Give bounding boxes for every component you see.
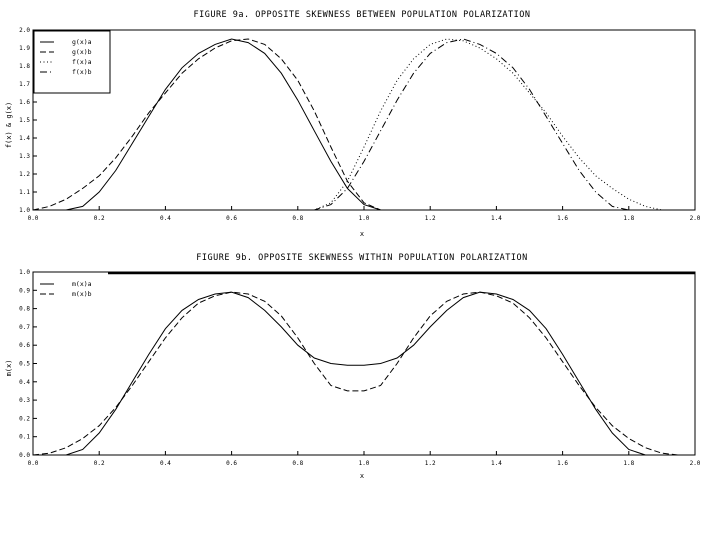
chart-9a-x-tick-label: 1.2 xyxy=(425,215,436,222)
chart-9b-legend-label: m(x)a xyxy=(72,280,92,288)
chart-9a-y-tick-label: 1.1 xyxy=(19,189,30,196)
chart-9b-series-0-line xyxy=(33,291,695,456)
chart-9a-y-tick-label: 2.0 xyxy=(19,27,30,34)
chart-9b-x-tick-label: 0.6 xyxy=(226,460,237,467)
chart-9a-y-tick-label: 1.9 xyxy=(19,45,30,52)
chart-9a-x-tick-label: 0.2 xyxy=(94,215,105,222)
chart-9a-legend-label: g(x)b xyxy=(72,48,92,56)
chart-9b-y-tick-label: 0.0 xyxy=(19,452,30,459)
chart-9b-y-tick-label: 0.5 xyxy=(19,361,30,368)
chart-9a-y-tick-label: 1.8 xyxy=(19,63,30,70)
chart-9a-series-3-line xyxy=(33,38,695,211)
chart-9a-y-label: f(x) & g(x) xyxy=(5,102,13,148)
chart-9b-y-tick-label: 1.0 xyxy=(19,269,30,276)
chart-9b-y-tick-label: 0.7 xyxy=(19,324,30,331)
chart-9a-series-1-line xyxy=(32,38,695,211)
chart-9a-legend-label: g(x)a xyxy=(72,38,92,46)
chart-9b-x-tick-label: 0.2 xyxy=(94,460,105,467)
chart-9b-x-tick-label: 2.0 xyxy=(690,460,701,467)
chart-9b-title: FIGURE 9b. OPPOSITE SKEWNESS WITHIN POPU… xyxy=(196,253,527,263)
chart-9b-y-label: m(x) xyxy=(5,360,13,377)
chart-9a-x-tick-label: 1.4 xyxy=(491,215,502,222)
chart-9a-title: FIGURE 9a. OPPOSITE SKEWNESS BETWEEN POP… xyxy=(193,10,530,20)
chart-9b-x-tick-label: 0.0 xyxy=(28,460,39,467)
chart-9a-series-group xyxy=(32,38,695,211)
chart-9a-x-tick-label: 2.0 xyxy=(690,215,701,222)
chart-9b-x-tick-label: 1.0 xyxy=(359,460,370,467)
chart-9b-y-tick-label: 0.4 xyxy=(19,379,30,386)
chart-9a: FIGURE 9a. OPPOSITE SKEWNESS BETWEEN POP… xyxy=(5,10,701,238)
chart-9b-y-ticks: 0.0 0.1 0.2 0.3 0.4 0.5 0.6 0.7 0.8 0.9 1.0 xyxy=(19,269,37,459)
chart-9a-y-tick-label: 1.6 xyxy=(19,99,30,106)
chart-9b-y-tick-label: 0.2 xyxy=(19,415,30,422)
chart-9a-y-tick-label: 1.5 xyxy=(19,117,30,124)
chart-9a-legend-label: f(x)b xyxy=(72,68,92,76)
chart-9a-y-tick-label: 1.0 xyxy=(19,207,30,214)
chart-9a-x-tick-label: 1.6 xyxy=(557,215,568,222)
chart-9a-series-2-line xyxy=(33,38,695,211)
chart-9b-y-tick-label: 0.8 xyxy=(19,306,30,313)
chart-9a-legend: g(x)a g(x)b f(x)a f(x)b xyxy=(33,30,111,94)
chart-9b-y-tick-label: 0.3 xyxy=(19,397,30,404)
chart-9b-x-tick-label: 0.4 xyxy=(160,460,171,467)
chart-9a-x-tick-label: 1.0 xyxy=(359,215,370,222)
chart-9b-x-tick-label: 1.4 xyxy=(491,460,502,467)
chart-9a-x-label: x xyxy=(360,230,364,238)
chart-9b-y-tick-label: 0.9 xyxy=(19,287,30,294)
chart-9b-series-1-line xyxy=(32,291,695,456)
chart-9a-plot-frame xyxy=(32,29,696,211)
chart-9b-x-tick-label: 0.8 xyxy=(292,460,303,467)
chart-9b-legend: m(x)a m(x)b xyxy=(40,280,92,298)
chart-9b-x-tick-label: 1.6 xyxy=(557,460,568,467)
chart-9a-x-tick-label: 0.8 xyxy=(292,215,303,222)
chart-9b-y-tick-label: 0.6 xyxy=(19,342,30,349)
chart-9b-legend-label: m(x)b xyxy=(72,290,92,298)
chart-9b-x-tick-label: 1.2 xyxy=(425,460,436,467)
chart-9a-series-0-line xyxy=(33,38,695,211)
chart-9a-legend-label: f(x)a xyxy=(72,58,92,66)
chart-9a-x-tick-label: 0.4 xyxy=(160,215,171,222)
chart-9b-y-tick-label: 0.1 xyxy=(19,434,30,441)
chart-9b-x-ticks: 0.0 0.2 0.4 0.6 0.8 1.0 1.2 1.4 1.6 1.8 2.0 xyxy=(28,451,701,467)
chart-9b-plot-frame xyxy=(32,271,696,456)
chart-9a-y-tick-label: 1.3 xyxy=(19,153,30,160)
chart-9b-series-group xyxy=(32,291,695,456)
chart-9a-x-tick-label: 1.8 xyxy=(623,215,634,222)
chart-9b: FIGURE 9b. OPPOSITE SKEWNESS WITHIN POPU… xyxy=(5,253,701,480)
chart-9a-y-tick-label: 1.4 xyxy=(19,135,30,142)
chart-9a-y-tick-label: 1.7 xyxy=(19,81,30,88)
chart-9a-legend-box xyxy=(33,30,111,94)
chart-9a-x-ticks: 0.0 0.2 0.4 0.6 0.8 1.0 1.2 1.4 1.6 1.8 2.0 xyxy=(28,206,701,222)
chart-9a-y-ticks: 1.0 1.1 1.2 1.3 1.4 1.5 1.6 1.7 1.8 1.9 2.0 xyxy=(19,27,37,214)
chart-9a-x-tick-label: 0.6 xyxy=(226,215,237,222)
chart-9b-x-tick-label: 1.8 xyxy=(623,460,634,467)
chart-9a-y-tick-label: 1.2 xyxy=(19,171,30,178)
chart-9a-x-tick-label: 0.0 xyxy=(28,215,39,222)
chart-9b-x-label: x xyxy=(360,472,364,480)
